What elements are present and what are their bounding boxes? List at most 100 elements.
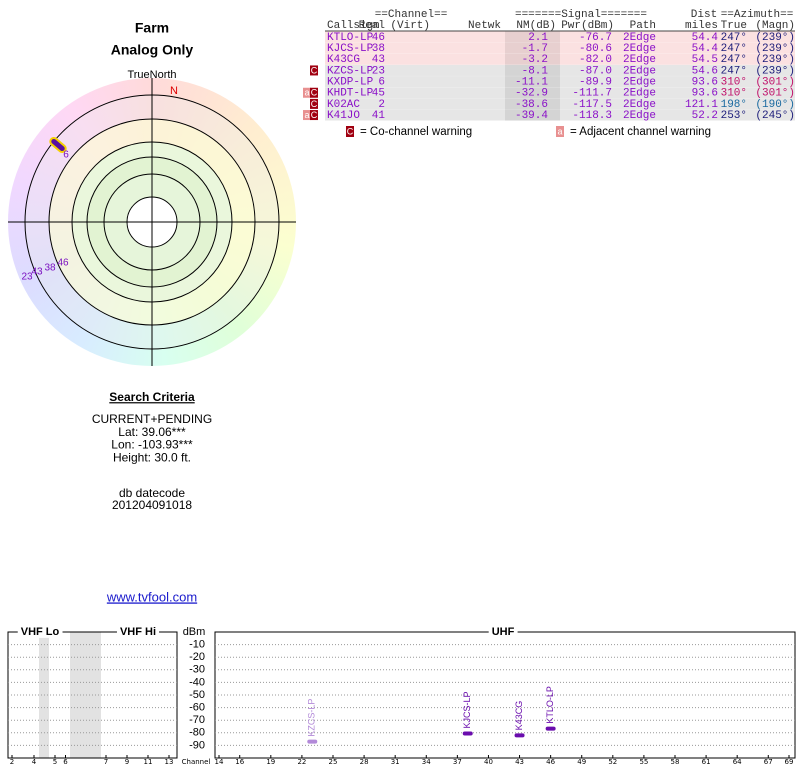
row-background [325,64,795,76]
row-background [325,53,795,65]
criteria-line: CURRENT+PENDING [92,412,212,426]
cell-callsign: KJCS-LP [327,43,374,55]
cell-callsign: KTLO-LP [327,32,374,44]
x-tick-label: 55 [639,758,648,766]
y-tick-label: -90 [189,739,205,751]
cell-callsign: KXDP-LP [327,77,374,89]
title: Farm [135,20,169,36]
warning-letter: C [311,99,318,109]
x-tick-label: 49 [577,758,586,766]
cell-pwr: -89.9 [579,77,612,89]
y-tick-label: -30 [189,664,205,676]
cell-pwr: -111.7 [572,88,612,100]
cell-real: 2 [378,99,385,111]
x-tick-label: 31 [391,758,400,766]
marker-shape [49,136,67,154]
warning-letter: C [311,110,318,120]
warning-icon [310,98,318,109]
nm-shade [505,64,560,76]
cell-real: 46 [372,32,385,44]
cell-nm: -38.6 [515,99,548,111]
cell-dist: 54.4 [692,32,719,44]
row-background [325,76,795,88]
cell-path: 2Edge [623,43,656,55]
cell-magn-az: (301°) [755,77,795,89]
station-label: KJCS-LP [462,692,472,729]
cell-dist: 93.6 [692,77,718,89]
row-background [325,98,795,110]
cell-path: 2Edge [623,54,656,66]
x-tick-label: 61 [702,758,711,766]
row-background [325,109,795,121]
criteria-line: Lon: -103.93*** [111,438,193,452]
signal-bar [514,733,525,738]
cell-magn-az: (190°) [755,99,795,111]
cell-callsign: K41JO [327,110,360,122]
nm-shade [505,87,560,99]
x-tick-label: 69 [785,758,794,766]
cell-pwr: -82.0 [579,54,612,66]
cell-nm: -1.7 [522,43,548,55]
cell-true-az: 247° [721,43,747,55]
site-link[interactable]: www.tvfool.com [106,589,197,604]
x-tick-label: 5 [53,758,57,766]
x-tick-label: 34 [422,758,431,766]
cell-nm: -3.2 [522,54,548,66]
db-label: db datecode [119,486,185,500]
cell-path: 2Edge [623,88,656,100]
cell-true-az: 310° [721,88,747,100]
legend-icon-letter: a [557,126,562,136]
column-header: (Magn) [755,20,795,32]
cell-magn-az: (301°) [755,88,795,100]
band-label-bg [116,625,160,638]
station-label: KZCS-LP [307,699,317,737]
cell-true-az: 198° [721,99,747,111]
x-tick-label: 6 [63,758,68,766]
legend-icon-letter: C [347,126,354,136]
signal-bar [545,726,556,731]
y-tick-label: -20 [189,651,205,663]
subtitle: Analog Only [111,42,194,58]
cell-callsign: KZCS-LP [327,65,374,77]
warning-letter: C [311,88,318,98]
band-label: VHF Hi [120,626,156,638]
nm-shade [505,109,560,121]
group-header: ==Azimuth== [721,9,794,21]
polar-label: 43 [31,267,43,278]
group-header: Dist [691,9,717,21]
row-background [325,42,795,54]
cell-pwr: -118.3 [572,110,612,122]
x-tick-label: 40 [484,758,493,766]
x-tick-label: 52 [608,758,617,766]
x-tick-label: 25 [329,758,338,766]
cell-real: 38 [372,43,385,55]
cell-callsign: K02AC [327,99,360,111]
cell-pwr: -80.6 [579,43,612,55]
polar-label: 46 [57,258,69,269]
column-header: miles [685,20,718,32]
x-tick-label: 58 [671,758,680,766]
station-marker [49,136,67,154]
band-label-bg [488,625,518,638]
cell-real: 23 [372,65,385,77]
column-header: Netwk [468,20,501,32]
x-tick-label: 64 [733,758,742,766]
band-label: VHF Lo [21,626,60,638]
y-tick-label: -50 [189,689,205,701]
criteria-line: Height: 30.0 ft. [113,450,191,464]
row-background [325,31,795,43]
cell-true-az: 247° [721,65,747,77]
criteria-line: Lat: 39.06*** [118,425,186,439]
cell-magn-az: (239°) [755,43,795,55]
y-tick-label: -60 [189,702,205,714]
db-value: 201204091018 [112,498,192,512]
cell-dist: 93.6 [692,88,718,100]
cell-nm: -8.1 [522,65,549,77]
polar-label: 6 [63,150,69,161]
cell-dist: 54.4 [692,43,719,55]
band-label: UHF [492,626,515,638]
criteria-title: Search Criteria [109,390,195,404]
column-header: Real [359,20,385,32]
warning-icon [310,87,318,98]
